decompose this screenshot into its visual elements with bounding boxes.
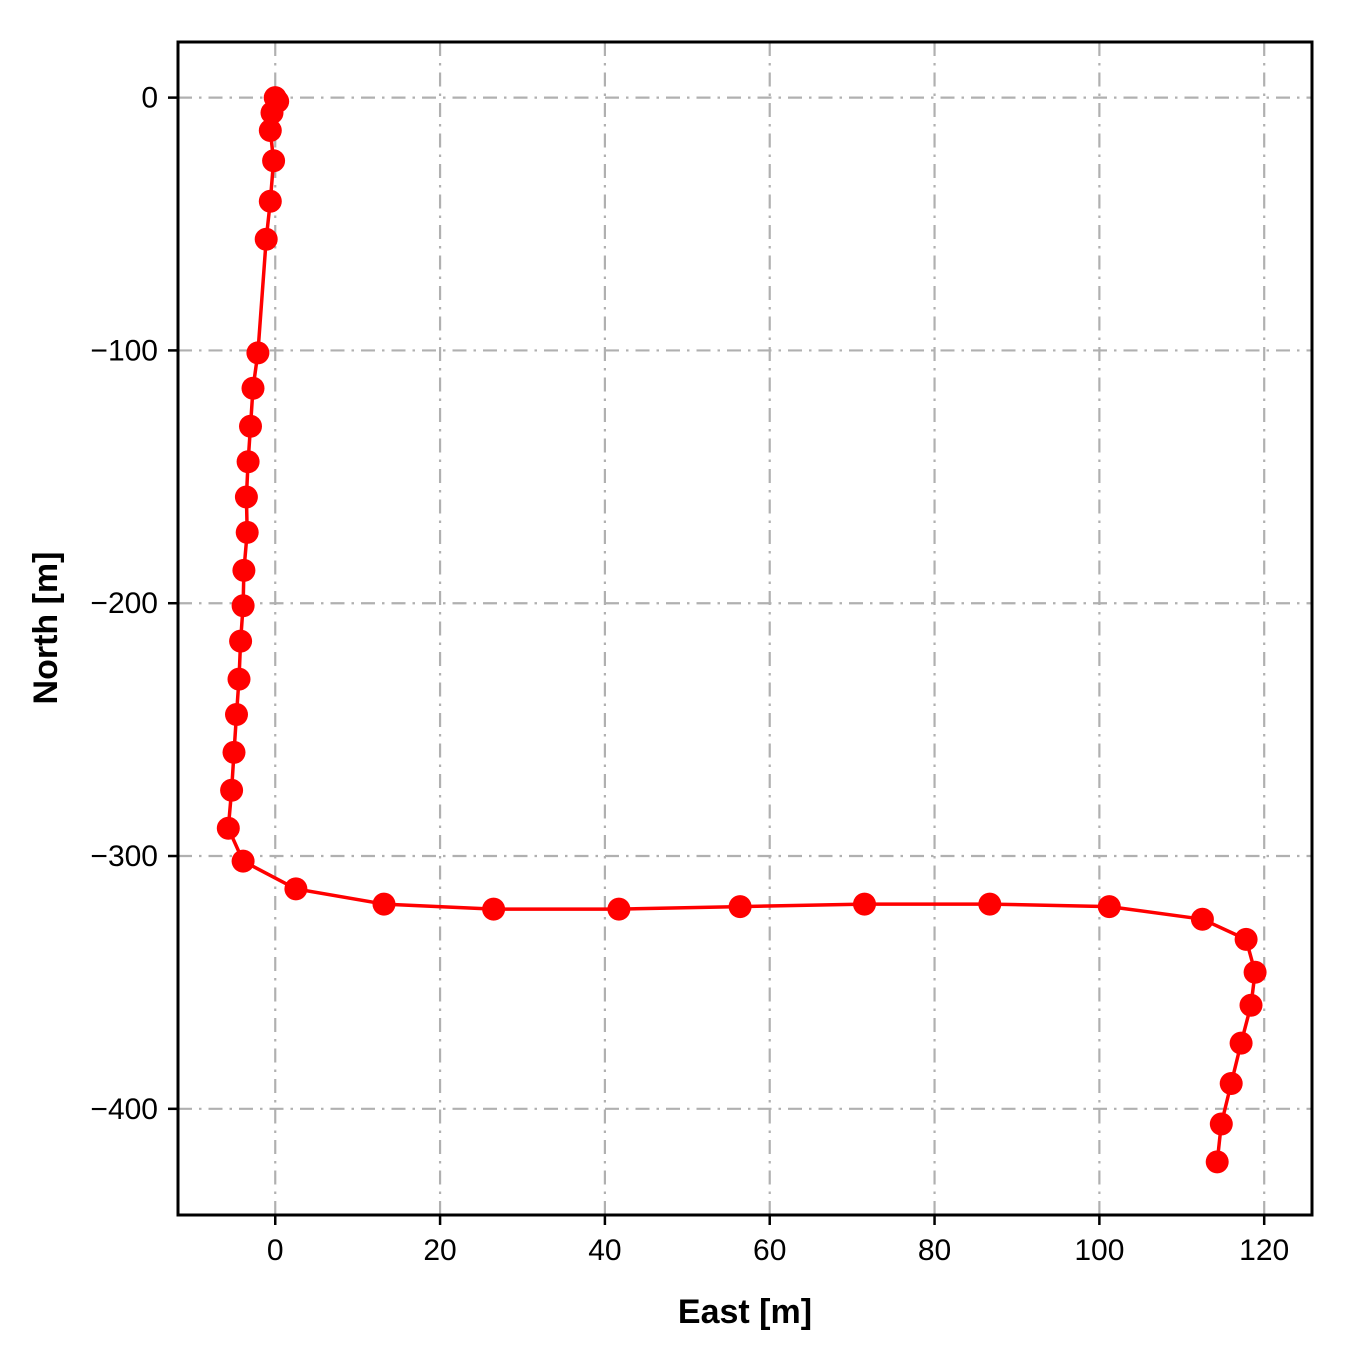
trajectory-marker [262, 149, 286, 173]
trajectory-marker [222, 740, 246, 764]
trajectory-marker [853, 892, 876, 916]
trajectory-marker [227, 667, 251, 691]
trajectory-marker [1229, 1031, 1253, 1055]
trajectory-marker [1219, 1072, 1243, 1095]
y-axis-title: North [m] [27, 552, 65, 705]
trajectory-marker [1243, 960, 1267, 984]
trajectory-marker [284, 877, 308, 901]
trajectory-marker [260, 101, 284, 125]
trajectory-marker [231, 849, 255, 873]
x-tick-label: 20 [423, 1234, 456, 1267]
trajectory-marker [239, 414, 262, 438]
axis-layer: 0 20 40 60 80 100 120 0 −100 −200 −300 −400 [90, 40, 1314, 1267]
trajectory-marker [225, 703, 248, 726]
trajectory-marker [236, 450, 260, 474]
x-axis-title: East [m] [678, 1293, 812, 1331]
y-tick-label: −300 [90, 840, 158, 873]
plot-border [176, 40, 1314, 1217]
x-tick-label: 120 [1239, 1234, 1289, 1267]
trajectory-marker [1234, 927, 1258, 951]
trajectory-marker [978, 892, 1002, 916]
trajectory-marker [1097, 895, 1121, 919]
x-tick-label: 40 [588, 1234, 621, 1267]
trajectory-marker [231, 594, 255, 618]
y-tick-label: −200 [90, 587, 158, 620]
trajectory-marker [254, 227, 278, 251]
trajectory-marker [234, 485, 258, 509]
trajectory-line [226, 95, 1257, 1164]
trajectory-marker [607, 897, 631, 921]
grid-layer [178, 42, 1312, 1215]
x-tick-label: 60 [753, 1234, 786, 1267]
trajectory-marker [258, 189, 282, 213]
trajectory-marker [258, 119, 282, 142]
x-tick-label: 100 [1074, 1234, 1124, 1267]
x-tick-label: 0 [267, 1234, 284, 1267]
trajectory-marker [372, 892, 396, 916]
trajectory-marker [1239, 993, 1263, 1017]
trajectory-marker [229, 629, 253, 653]
y-tick-label: −100 [90, 334, 158, 367]
y-tick-label: 0 [141, 82, 158, 115]
trajectory-marker [235, 520, 259, 544]
trajectory-marker [1209, 1112, 1233, 1136]
trajectory-marker [220, 778, 244, 802]
x-tick-label: 80 [918, 1234, 951, 1267]
trajectory-series [216, 86, 1267, 1174]
trajectory-marker [232, 558, 256, 582]
trajectory-marker [1190, 907, 1214, 931]
trajectory-marker [246, 341, 270, 365]
trajectory-marker [241, 376, 265, 400]
trajectory-marker [216, 816, 240, 840]
trajectory-marker [728, 895, 752, 919]
trajectory-marker [482, 897, 506, 921]
trajectory-marker [1205, 1150, 1229, 1174]
y-tick-label: −400 [90, 1093, 158, 1126]
